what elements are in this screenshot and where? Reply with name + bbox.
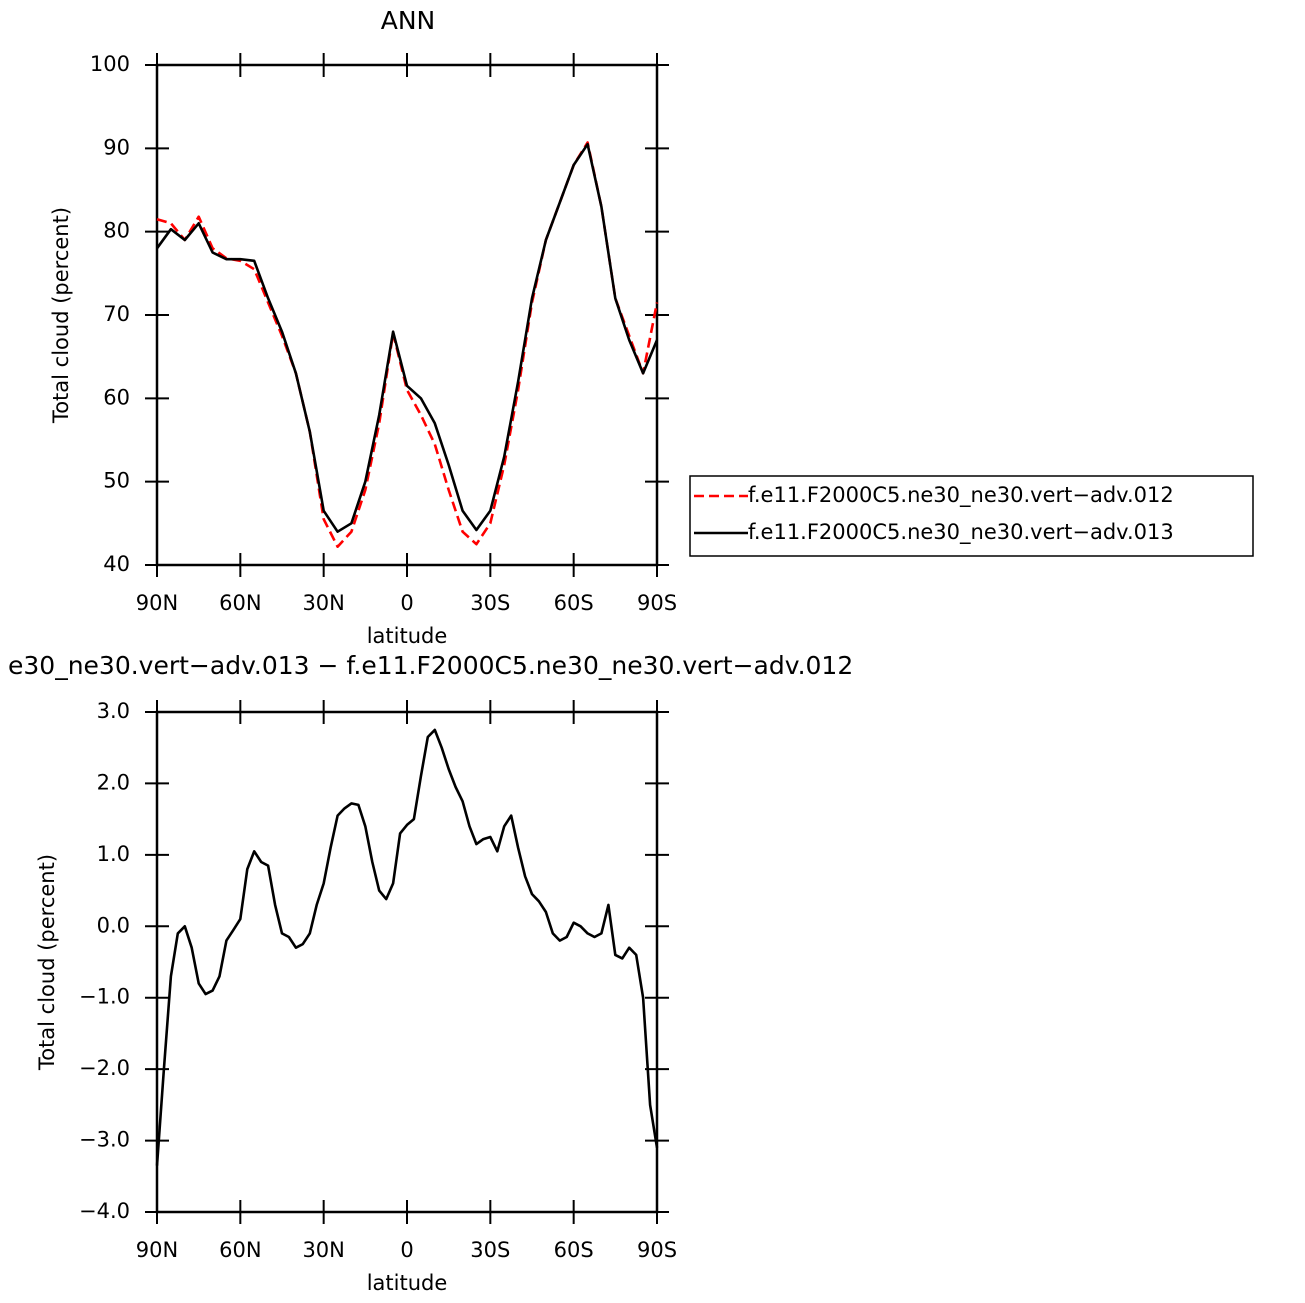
y-axis-label: Total cloud (percent) bbox=[35, 854, 59, 1071]
x-tick-label: 90N bbox=[136, 1238, 178, 1262]
x-tick-label: 30S bbox=[470, 1238, 510, 1262]
y-tick-label: 60 bbox=[103, 385, 130, 409]
y-tick-label: 0.0 bbox=[97, 913, 130, 937]
y-axis-label: Total cloud (percent) bbox=[49, 207, 73, 424]
y-tick-label: 2.0 bbox=[97, 770, 130, 794]
y-tick-label: −2.0 bbox=[79, 1056, 130, 1080]
y-tick-label: −1.0 bbox=[79, 985, 130, 1009]
y-tick-label: −3.0 bbox=[79, 1128, 130, 1152]
x-tick-label: 90S bbox=[637, 591, 677, 615]
y-tick-label: 1.0 bbox=[97, 842, 130, 866]
y-tick-label: 90 bbox=[103, 135, 130, 159]
x-tick-label: 60N bbox=[219, 1238, 261, 1262]
chart-title: ANN bbox=[381, 6, 436, 35]
x-tick-label: 0 bbox=[400, 591, 413, 615]
y-tick-label: 50 bbox=[103, 469, 130, 493]
y-tick-label: 40 bbox=[103, 552, 130, 576]
x-tick-label: 60N bbox=[219, 591, 261, 615]
chart-title: e30_ne30.vert−adv.013 − f.e11.F2000C5.ne… bbox=[8, 651, 853, 680]
y-tick-label: 3.0 bbox=[97, 699, 130, 723]
x-tick-label: 30S bbox=[470, 591, 510, 615]
legend-label: f.e11.F2000C5.ne30_ne30.vert−adv.013 bbox=[748, 520, 1174, 545]
legend-box bbox=[689, 475, 1254, 557]
y-tick-label: −4.0 bbox=[79, 1199, 130, 1223]
plot-frame bbox=[155, 63, 659, 567]
x-tick-label: 60S bbox=[554, 1238, 594, 1262]
plot-frame bbox=[155, 710, 659, 1214]
y-tick-label: 100 bbox=[90, 52, 130, 76]
y-tick-label: 70 bbox=[103, 302, 130, 326]
x-tick-label: 30N bbox=[302, 591, 344, 615]
x-tick-label: 30N bbox=[302, 1238, 344, 1262]
x-tick-label: 60S bbox=[554, 591, 594, 615]
series-line bbox=[155, 142, 659, 533]
x-tick-label: 90S bbox=[637, 1238, 677, 1262]
x-tick-label: 0 bbox=[400, 1238, 413, 1262]
series-line bbox=[156, 141, 659, 548]
x-tick-label: 90N bbox=[136, 591, 178, 615]
legend-label: f.e11.F2000C5.ne30_ne30.vert−adv.012 bbox=[748, 483, 1174, 508]
y-tick-label: 80 bbox=[103, 219, 130, 243]
data-line bbox=[155, 728, 659, 1166]
x-axis-label: latitude bbox=[367, 624, 448, 648]
x-axis-label: latitude bbox=[367, 1271, 448, 1295]
